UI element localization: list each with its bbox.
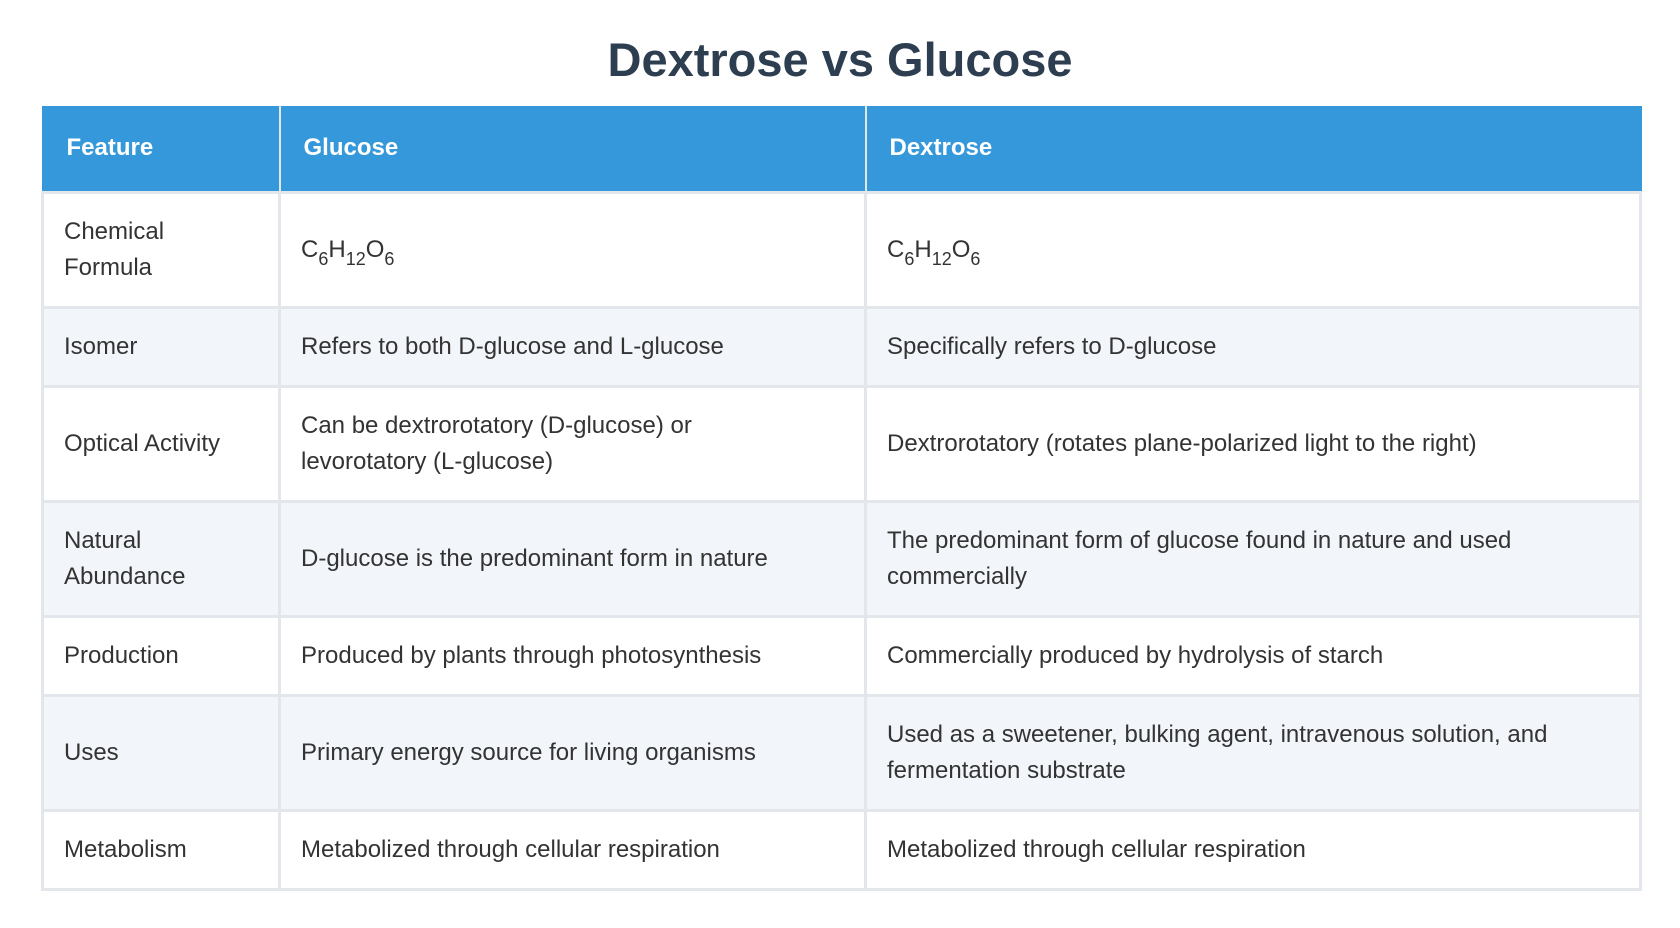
table-row: Uses Primary energy source for living or… xyxy=(41,693,1642,812)
glucose-cell: D-glucose is the predominant form in nat… xyxy=(278,499,867,618)
glucose-cell: C6H12O6 xyxy=(278,190,867,309)
table-row: Metabolism Metabolized through cellular … xyxy=(41,808,1642,891)
glucose-cell: Can be dextrorotatory (D-glucose) or lev… xyxy=(278,384,867,503)
table-row: Production Produced by plants through ph… xyxy=(41,614,1642,697)
dextrose-cell: C6H12O6 xyxy=(864,190,1642,309)
glucose-cell: Metabolized through cellular respiration xyxy=(278,808,867,891)
formula-element: O xyxy=(951,235,971,263)
formula-subscript: 6 xyxy=(970,248,981,269)
column-header-glucose: Glucose xyxy=(278,106,867,193)
dextrose-cell: The predominant form of glucose found in… xyxy=(864,499,1642,618)
formula-subscript: 6 xyxy=(384,248,395,269)
glucose-cell: Produced by plants through photosynthesi… xyxy=(278,614,867,697)
column-header-dextrose: Dextrose xyxy=(864,106,1642,193)
feature-cell: Production xyxy=(41,614,281,697)
page-title: Dextrose vs Glucose xyxy=(607,33,1073,86)
formula-subscript: 12 xyxy=(345,248,366,269)
feature-cell: Metabolism xyxy=(41,808,281,891)
feature-cell: Isomer xyxy=(41,305,281,388)
formula-subscript: 12 xyxy=(931,248,952,269)
formula-subscript: 6 xyxy=(904,248,915,269)
comparison-table: Feature Glucose Dextrose Chemical Formul… xyxy=(41,106,1642,891)
column-header-feature: Feature xyxy=(41,106,281,193)
formula-element: C xyxy=(887,235,905,263)
feature-cell: Natural Abundance xyxy=(41,499,281,618)
table-header-row: Feature Glucose Dextrose xyxy=(41,106,1642,193)
formula-element: C xyxy=(301,235,319,263)
table-row: Chemical Formula C6H12O6 C6H12O6 xyxy=(41,190,1642,309)
dextrose-cell: Specifically refers to D-glucose xyxy=(864,305,1642,388)
dextrose-cell: Metabolized through cellular respiration xyxy=(864,808,1642,891)
dextrose-cell: Commercially produced by hydrolysis of s… xyxy=(864,614,1642,697)
dextrose-cell: Dextrorotatory (rotates plane-polarized … xyxy=(864,384,1642,503)
feature-cell: Optical Activity xyxy=(41,384,281,503)
formula-element: H xyxy=(328,235,346,263)
glucose-cell: Refers to both D-glucose and L-glucose xyxy=(278,305,867,388)
table-row: Natural Abundance D-glucose is the predo… xyxy=(41,499,1642,618)
table-row: Optical Activity Can be dextrorotatory (… xyxy=(41,384,1642,503)
formula-element: H xyxy=(914,235,932,263)
feature-cell: Uses xyxy=(41,693,281,812)
glucose-cell: Primary energy source for living organis… xyxy=(278,693,867,812)
table-row: Isomer Refers to both D-glucose and L-gl… xyxy=(41,305,1642,388)
formula-element: O xyxy=(365,235,385,263)
formula-subscript: 6 xyxy=(318,248,329,269)
feature-cell: Chemical Formula xyxy=(41,190,281,309)
dextrose-cell: Used as a sweetener, bulking agent, intr… xyxy=(864,693,1642,812)
